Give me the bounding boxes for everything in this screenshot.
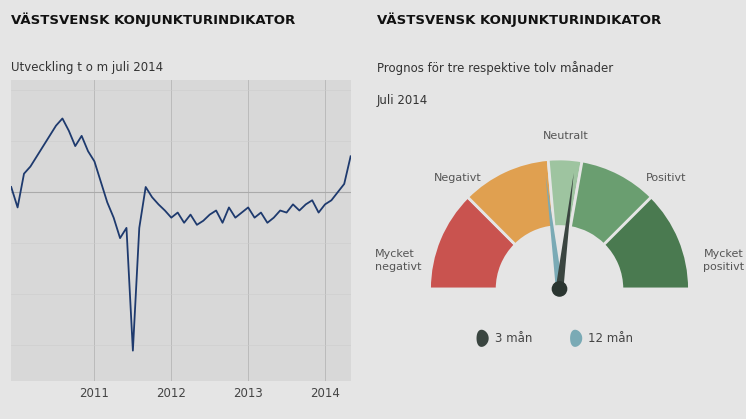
Text: Juli 2014: Juli 2014 [377,94,428,107]
Polygon shape [545,176,563,290]
Text: Mycket
negativt: Mycket negativt [375,249,421,272]
Text: Negativt: Negativt [434,173,482,184]
Wedge shape [604,197,689,289]
Circle shape [552,282,567,296]
Text: Positivt: Positivt [646,173,686,184]
Text: Utveckling t o m juli 2014: Utveckling t o m juli 2014 [11,61,163,74]
Text: VÄSTSVENSK KONJUNKTURINDIKATOR: VÄSTSVENSK KONJUNKTURINDIKATOR [11,13,295,27]
Text: 3 mån: 3 mån [495,332,532,345]
Text: 12 mån: 12 mån [588,332,633,345]
Text: Neutralt: Neutralt [543,131,589,141]
Polygon shape [570,330,582,347]
Wedge shape [571,161,651,245]
Polygon shape [477,330,489,347]
Text: Prognos för tre respektive tolv månader: Prognos för tre respektive tolv månader [377,61,613,75]
Wedge shape [548,159,582,228]
Text: VÄSTSVENSK KONJUNKTURINDIKATOR: VÄSTSVENSK KONJUNKTURINDIKATOR [377,13,661,27]
Polygon shape [556,173,574,290]
Wedge shape [468,160,554,245]
Text: Mycket
positivt: Mycket positivt [703,249,744,272]
Wedge shape [430,197,515,289]
